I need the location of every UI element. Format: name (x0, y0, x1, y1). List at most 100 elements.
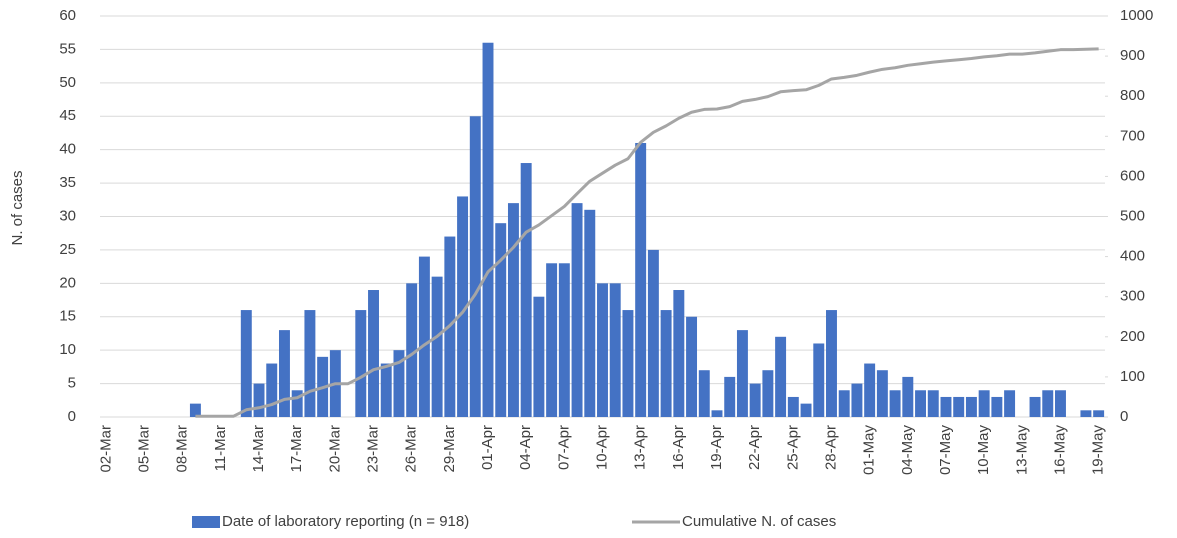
bar (1080, 410, 1092, 417)
bar (749, 383, 761, 417)
bar (864, 363, 876, 417)
bar (762, 370, 774, 417)
bar (304, 310, 316, 417)
bar (457, 196, 469, 417)
bar (940, 396, 952, 417)
y-tick-label: 10 (59, 341, 76, 358)
bar (1093, 410, 1105, 417)
bar (546, 263, 558, 417)
bar (189, 403, 201, 417)
bar (686, 316, 698, 417)
x-tick-label: 02-Mar (97, 425, 114, 473)
bar (609, 283, 621, 417)
bar (597, 283, 608, 417)
bar (571, 203, 583, 417)
bar (927, 390, 939, 417)
bar (838, 390, 850, 417)
y-tick-label: 15 (59, 308, 76, 325)
bar (240, 310, 252, 417)
y2-tick-label: 700 (1120, 127, 1145, 144)
bar (978, 390, 990, 417)
x-tick-label: 11-Mar (212, 425, 229, 471)
bar (253, 383, 265, 417)
y2-tick-label: 600 (1120, 167, 1145, 184)
x-tick-label: 17-Mar (288, 425, 305, 473)
bar (406, 283, 418, 417)
bar (482, 42, 494, 417)
y-tick-label: 55 (59, 40, 76, 57)
bar (495, 223, 507, 417)
x-tick-label: 13-Apr (632, 425, 649, 470)
bar (660, 310, 672, 417)
bar (533, 296, 545, 417)
y2-tick-label: 800 (1120, 87, 1145, 104)
legend-label: Date of laboratory reporting (n = 918) (222, 513, 469, 530)
bar (380, 363, 392, 417)
bar (724, 376, 736, 417)
bar (393, 350, 405, 417)
bar (355, 310, 367, 417)
bar (711, 410, 723, 417)
bar (1042, 390, 1054, 417)
y2-tick-label: 900 (1120, 47, 1145, 64)
x-tick-label: 07-May (937, 425, 954, 476)
x-tick-label: 01-May (861, 425, 878, 476)
bar (902, 376, 914, 417)
y-tick-label: 50 (59, 74, 76, 91)
bar (876, 370, 888, 417)
y-axis-title: N. of cases (9, 170, 26, 245)
x-tick-label: 04-Apr (517, 425, 534, 470)
bar (991, 396, 1003, 417)
bar (787, 396, 799, 417)
bar (965, 396, 977, 417)
bar (813, 343, 825, 417)
bar (915, 390, 927, 417)
bar (520, 163, 532, 417)
x-tick-label: 13-May (1013, 425, 1030, 476)
y2-tick-label: 500 (1120, 207, 1145, 224)
bar (647, 249, 659, 417)
legend-label: Cumulative N. of cases (682, 513, 836, 530)
y-tick-label: 45 (59, 107, 76, 124)
y-tick-label: 60 (59, 7, 76, 24)
y2-tick-label: 300 (1120, 288, 1145, 305)
x-tick-label: 05-Mar (135, 425, 152, 473)
bar (775, 336, 787, 417)
bar (469, 116, 481, 417)
x-tick-label: 25-Apr (784, 425, 801, 470)
x-tick-label: 16-May (1051, 425, 1068, 476)
bar (507, 203, 519, 417)
bar (291, 390, 303, 417)
bar (584, 209, 596, 417)
x-tick-label: 14-Mar (250, 425, 267, 473)
x-tick-label: 01-Apr (479, 425, 496, 470)
bar (673, 290, 685, 417)
x-tick-label: 16-Apr (670, 425, 687, 470)
x-tick-label: 20-Mar (326, 425, 343, 473)
bar (800, 403, 812, 417)
x-tick-label: 19-May (1090, 425, 1107, 476)
bar (431, 276, 443, 417)
x-tick-label: 07-Apr (555, 425, 572, 470)
y2-tick-label: 1000 (1120, 7, 1153, 24)
bar (889, 390, 901, 417)
y-tick-label: 20 (59, 274, 76, 291)
bar (851, 383, 863, 417)
bar (698, 370, 710, 417)
x-tick-label: 29-Mar (441, 425, 458, 473)
bar (953, 396, 965, 417)
bar (278, 330, 290, 417)
y2-tick-label: 100 (1120, 368, 1145, 385)
x-tick-label: 08-Mar (174, 425, 191, 473)
bar (736, 330, 748, 417)
x-tick-label: 22-Apr (746, 425, 763, 470)
y2-tick-label: 400 (1120, 248, 1145, 265)
x-tick-label: 10-May (975, 425, 992, 476)
bar (418, 256, 430, 417)
x-tick-label: 26-Mar (403, 425, 420, 473)
y-tick-label: 35 (59, 174, 76, 191)
bar (1055, 390, 1066, 417)
bar (635, 142, 647, 417)
x-tick-label: 10-Apr (593, 425, 610, 470)
